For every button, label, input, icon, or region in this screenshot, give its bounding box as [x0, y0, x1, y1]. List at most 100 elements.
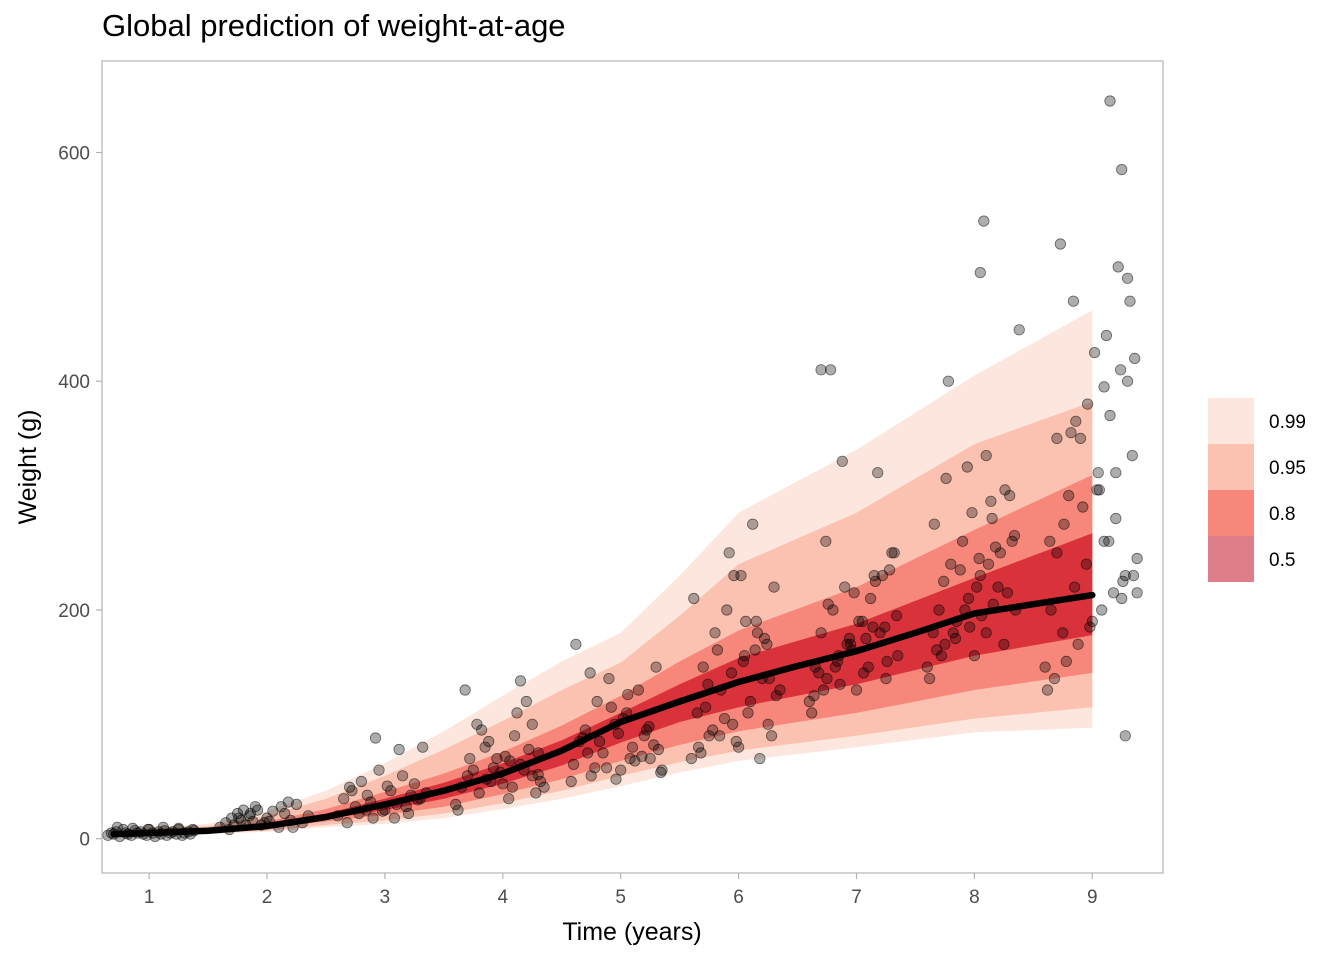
data-point [1098, 381, 1110, 393]
data-point [848, 587, 860, 599]
data-point [538, 781, 550, 793]
data-point [393, 743, 405, 756]
data-point [843, 632, 856, 645]
data-point [530, 787, 542, 799]
data-point [986, 512, 998, 525]
data-point [685, 752, 698, 765]
data-point [1004, 489, 1016, 502]
data-point [1086, 615, 1098, 628]
data-point [921, 661, 933, 673]
data-point [980, 627, 992, 639]
data-point [497, 778, 509, 790]
data-point [888, 547, 900, 559]
data-point [803, 695, 815, 708]
data-point [1048, 672, 1061, 685]
data-point [728, 569, 740, 582]
data-point [1084, 621, 1096, 633]
data-point [1122, 272, 1134, 284]
data-point [992, 581, 1004, 593]
data-point [860, 632, 872, 645]
data-point [483, 735, 495, 748]
data-point [928, 518, 940, 530]
data-point [1089, 346, 1101, 359]
data-point [636, 750, 648, 762]
data-point [1112, 261, 1124, 273]
x-tick-label: 6 [733, 887, 744, 908]
data-point [765, 730, 778, 742]
prediction-bands [113, 310, 1093, 837]
data-point [730, 735, 742, 748]
legend-swatch-0.95 [1208, 444, 1254, 490]
data-point [839, 581, 851, 593]
plot-panel-border [101, 60, 1164, 874]
data-point [815, 627, 827, 639]
data-point [615, 764, 627, 776]
data-point [622, 688, 634, 701]
data-point [1096, 604, 1108, 616]
data-point [962, 592, 975, 605]
legend-swatch-0.8 [1208, 490, 1254, 536]
data-point [1107, 587, 1120, 599]
data-point [567, 758, 580, 771]
y-tick-label: 600 [58, 143, 90, 164]
data-point [862, 661, 874, 673]
data-point [956, 535, 969, 547]
data-point [290, 798, 303, 811]
data-point [244, 807, 257, 820]
data-point [892, 650, 904, 662]
data-point [504, 755, 516, 767]
data-point [939, 638, 951, 650]
data-point [650, 661, 662, 673]
data-point [1069, 581, 1081, 593]
data-point [367, 812, 379, 824]
data-point [857, 667, 870, 679]
data-point [850, 684, 863, 696]
data-point [841, 638, 853, 650]
data-point [1054, 238, 1067, 250]
y-tick-label: 200 [58, 601, 90, 622]
data-point [1001, 587, 1014, 599]
data-point [648, 739, 660, 751]
data-point [1124, 295, 1136, 307]
data-point [968, 650, 981, 662]
legend-label-0.95: 0.95 [1269, 458, 1306, 479]
y-axis: 0 200 400 600 [58, 143, 102, 851]
data-point [591, 695, 603, 708]
data-point [396, 770, 409, 782]
data-point [487, 762, 499, 774]
legend-label-0.8: 0.8 [1269, 504, 1295, 525]
data-point [1116, 592, 1128, 605]
data-point [450, 798, 462, 811]
data-point [1077, 501, 1089, 513]
data-point [692, 741, 705, 753]
data-point [999, 484, 1011, 496]
data-point [232, 807, 244, 820]
data-point [503, 793, 515, 805]
legend-label-0.5: 0.5 [1269, 550, 1295, 571]
data-point [526, 718, 538, 730]
data-point [880, 672, 892, 685]
data-point [864, 592, 877, 605]
data-point [402, 807, 415, 820]
data-point [714, 730, 726, 742]
data-point [815, 364, 827, 376]
data-point [1082, 398, 1094, 410]
data-point [699, 701, 712, 713]
data-point [1131, 552, 1143, 565]
data-point [806, 707, 818, 719]
data-point [1051, 547, 1063, 559]
data-point [1051, 432, 1063, 444]
data-point [961, 461, 973, 473]
legend-label-0.99: 0.99 [1269, 412, 1306, 433]
legend: 0.99 0.95 0.8 0.5 [1208, 398, 1306, 582]
data-point [475, 724, 488, 736]
data-point [964, 621, 976, 633]
x-tick-label: 8 [969, 887, 980, 908]
data-point [1104, 95, 1116, 107]
data-point [1115, 364, 1127, 376]
data-point [985, 495, 997, 507]
data-point [945, 558, 957, 570]
data-point [1116, 164, 1128, 176]
data-point [369, 732, 382, 744]
data-point [1091, 484, 1103, 496]
